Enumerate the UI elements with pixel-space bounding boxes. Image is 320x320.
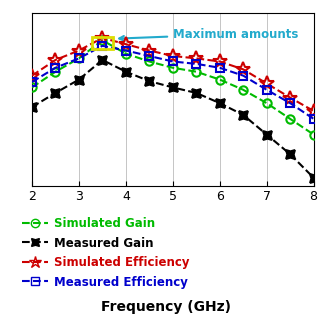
Text: Frequency (GHz): Frequency (GHz) — [101, 300, 231, 314]
Legend: Simulated Gain, Measured Gain, Simulated Efficiency, Measured Efficiency: Simulated Gain, Measured Gain, Simulated… — [22, 217, 189, 289]
Bar — [92, 37, 113, 49]
Text: Maximum amounts: Maximum amounts — [119, 28, 298, 41]
